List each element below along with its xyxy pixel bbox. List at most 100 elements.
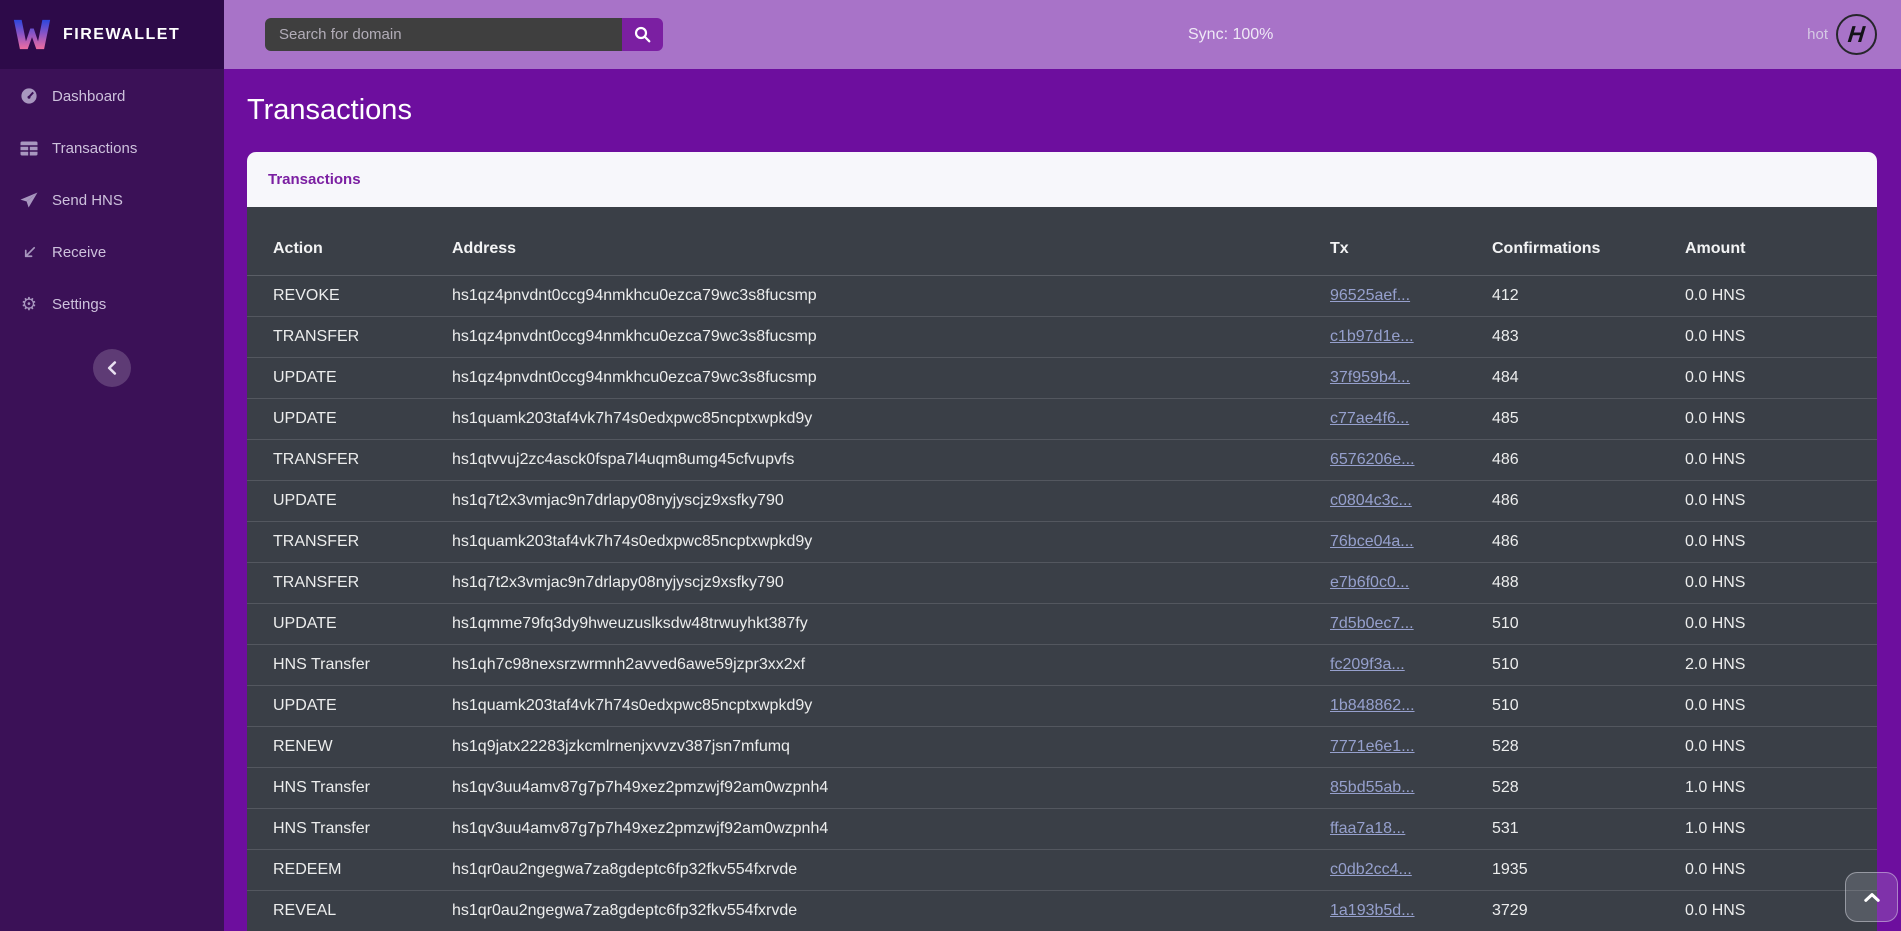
cell-tx: 6576206e... [1322,439,1484,481]
cell-address: hs1qtvvuj2zc4asck0fspa7l4uqm8umg45cfvupv… [444,439,1322,481]
table-row: TRANSFER hs1q7t2x3vmjac9n7drlapy08nyjysc… [247,562,1877,604]
cell-confirmations: 510 [1484,644,1677,686]
cell-amount: 0.0 HNS [1677,685,1877,727]
cell-confirmations: 488 [1484,562,1677,604]
tx-link[interactable]: 1b848862... [1330,697,1415,714]
table-header: Action Address Tx Confirmations Amount [247,217,1877,276]
sidebar-collapse-button[interactable] [93,349,131,387]
tx-link[interactable]: fc209f3a... [1330,656,1405,673]
sidebar-item-transactions[interactable]: Transactions [0,135,224,161]
cell-confirmations: 510 [1484,603,1677,645]
brand-name: FIREWALLET [63,25,181,43]
cell-address: hs1qr0au2ngegwa7za8gdeptc6fp32fkv554fxrv… [444,890,1322,931]
cell-amount: 0.0 HNS [1677,480,1877,522]
table-row: UPDATE hs1qmme79fq3dy9hweuzuslksdw48trwu… [247,603,1877,645]
table-row: UPDATE hs1q7t2x3vmjac9n7drlapy08nyjyscjz… [247,480,1877,522]
main-content: Transactions Transactions Action Address [224,69,1901,931]
brand-header: FIREWALLET [0,0,224,69]
cell-amount: 0.0 HNS [1677,562,1877,604]
cell-address: hs1qv3uu4amv87g7p7h49xez2pmzwjf92am0wzpn… [444,767,1322,809]
cell-action: HNS Transfer [247,644,444,686]
sync-status: Sync: 100% [1188,25,1274,43]
panel-title: Transactions [268,171,361,188]
tx-link[interactable]: 37f959b4... [1330,369,1411,386]
sidebar-item-send-hns[interactable]: Send HNS [0,187,224,213]
cell-amount: 0.0 HNS [1677,603,1877,645]
gear-icon: ⚙ [20,293,38,314]
cell-action: REVOKE [247,275,444,317]
table-row: HNS Transfer hs1qv3uu4amv87g7p7h49xez2pm… [247,767,1877,809]
domain-search-input[interactable] [265,18,622,51]
tx-link[interactable]: c77ae4f6... [1330,410,1410,427]
gauge-icon [19,87,39,105]
cell-tx: c1b97d1e... [1322,316,1484,358]
sidebar-item-receive[interactable]: Receive [0,239,224,265]
table-row: REVEAL hs1qr0au2ngegwa7za8gdeptc6fp32fkv… [247,890,1877,931]
sidebar-item-label: Send HNS [52,191,123,209]
tx-link[interactable]: c0db2cc4... [1330,861,1412,878]
sidebar-item-settings[interactable]: ⚙ Settings [0,291,224,317]
wallet-avatar[interactable]: H [1836,14,1877,55]
tx-link[interactable]: 96525aef... [1330,287,1411,304]
cell-confirmations: 486 [1484,480,1677,522]
sidebar: FIREWALLET Dashboard [0,0,224,931]
cell-tx: 7d5b0ec7... [1322,603,1484,645]
table-row: TRANSFER hs1qtvvuj2zc4asck0fspa7l4uqm8um… [247,439,1877,481]
tx-link[interactable]: 6576206e... [1330,451,1415,468]
page-title: Transactions [247,94,412,126]
cell-amount: 0.0 HNS [1677,357,1877,399]
table-row: RENEW hs1q9jatx22283jzkcmlrnenjxvvzv387j… [247,726,1877,768]
table-row: UPDATE hs1qz4pnvdnt0ccg94nmkhcu0ezca79wc… [247,357,1877,399]
tx-link[interactable]: 7771e6e1... [1330,738,1415,755]
cell-confirmations: 528 [1484,767,1677,809]
tx-link[interactable]: 1a193b5d... [1330,902,1415,919]
cell-tx: ffaa7a18... [1322,808,1484,850]
cell-address: hs1q7t2x3vmjac9n7drlapy08nyjyscjz9xsfky7… [444,562,1322,604]
cell-action: UPDATE [247,480,444,522]
cell-tx: 1b848862... [1322,685,1484,727]
cell-tx: 76bce04a... [1322,521,1484,563]
table-row: TRANSFER hs1qz4pnvdnt0ccg94nmkhcu0ezca79… [247,316,1877,358]
cell-action: TRANSFER [247,439,444,481]
tx-link[interactable]: 85bd55ab... [1330,779,1415,796]
cell-tx: 85bd55ab... [1322,767,1484,809]
chevron-up-icon [1863,892,1880,902]
handshake-logo-icon: H [1846,21,1867,47]
tx-link[interactable]: ffaa7a18... [1330,820,1406,837]
table-row: UPDATE hs1quamk203taf4vk7h74s0edxpwc85nc… [247,685,1877,727]
cell-amount: 0.0 HNS [1677,275,1877,317]
cell-action: HNS Transfer [247,767,444,809]
cell-action: UPDATE [247,357,444,399]
cell-amount: 1.0 HNS [1677,767,1877,809]
table-row: HNS Transfer hs1qh7c98nexsrzwrmnh2avved6… [247,644,1877,686]
cell-confirmations: 486 [1484,521,1677,563]
table-row: REVOKE hs1qz4pnvdnt0ccg94nmkhcu0ezca79wc… [247,275,1877,317]
search-button[interactable] [622,18,663,51]
cell-address: hs1qz4pnvdnt0ccg94nmkhcu0ezca79wc3s8fucs… [444,275,1322,317]
tx-link[interactable]: 76bce04a... [1330,533,1414,550]
tx-link[interactable]: c0804c3c... [1330,492,1412,509]
column-header-amount: Amount [1677,217,1877,276]
scroll-to-top-button[interactable] [1845,872,1898,922]
domain-search [265,18,663,51]
cell-confirmations: 510 [1484,685,1677,727]
tx-link[interactable]: e7b6f0c0... [1330,574,1410,591]
sidebar-item-label: Settings [52,295,107,313]
cell-tx: c0db2cc4... [1322,849,1484,891]
tx-link[interactable]: c1b97d1e... [1330,328,1414,345]
cell-action: TRANSFER [247,521,444,563]
sidebar-item-dashboard[interactable]: Dashboard [0,83,224,109]
table-row: HNS Transfer hs1qv3uu4amv87g7p7h49xez2pm… [247,808,1877,850]
transactions-table-wrap: Action Address Tx Confirmations Amount R… [247,207,1877,931]
cell-address: hs1quamk203taf4vk7h74s0edxpwc85ncptxwpkd… [444,398,1322,440]
cell-confirmations: 485 [1484,398,1677,440]
column-header-confirmations: Confirmations [1484,217,1677,276]
tx-link[interactable]: 7d5b0ec7... [1330,615,1414,632]
cell-address: hs1quamk203taf4vk7h74s0edxpwc85ncptxwpkd… [444,685,1322,727]
cell-tx: e7b6f0c0... [1322,562,1484,604]
cell-confirmations: 528 [1484,726,1677,768]
arrow-down-left-icon [19,245,39,260]
firewallet-w-logo-icon [13,18,51,51]
cell-address: hs1quamk203taf4vk7h74s0edxpwc85ncptxwpkd… [444,521,1322,563]
cell-address: hs1qmme79fq3dy9hweuzuslksdw48trwuyhkt387… [444,603,1322,645]
